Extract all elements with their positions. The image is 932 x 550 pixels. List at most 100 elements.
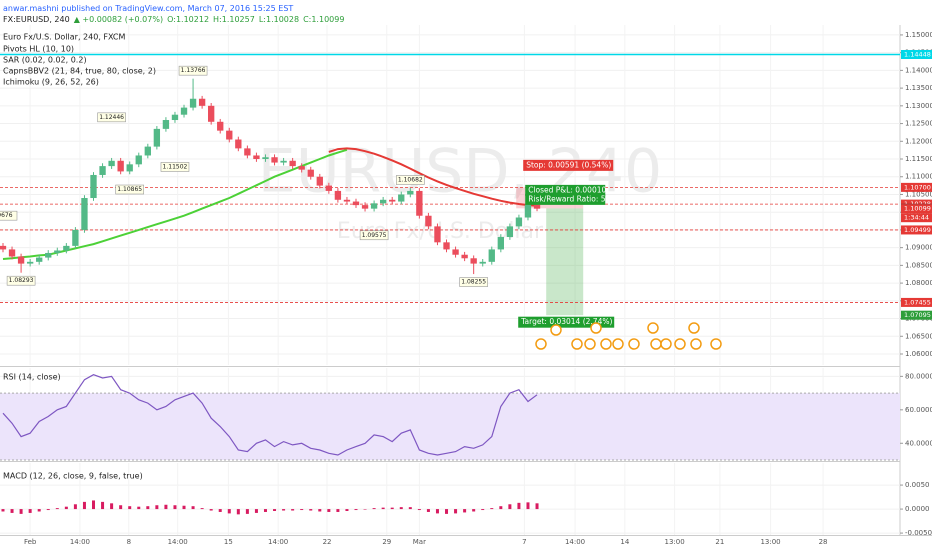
y-tick-label: 1.15000 [905, 31, 932, 39]
candle-body [63, 245, 70, 251]
candle-body [515, 217, 523, 227]
macd-bar [245, 509, 249, 514]
y-tick-label: 1.06000 [905, 350, 932, 358]
candle-body [452, 249, 459, 255]
y-tick-label: 1.10500 [905, 190, 932, 198]
pnl-label-box [525, 184, 606, 196]
ohlc-value: C:1.10099 [303, 15, 344, 24]
x-tick-label: 7 [522, 538, 526, 546]
pane-title: RSI (14, close) [3, 373, 61, 382]
price-tag-label: 1.10099 [904, 205, 931, 213]
candle-body [325, 185, 333, 191]
x-tick-label: 8 [127, 538, 131, 546]
plot-layer: 1.060001.065001.070001.075001.080001.085… [0, 25, 932, 546]
candle-body [524, 204, 532, 218]
y-tick-label: 1.08000 [905, 279, 932, 287]
candle-body [280, 160, 287, 163]
candle-body [533, 204, 541, 209]
candle-body [370, 203, 378, 209]
macd-bar [481, 509, 485, 511]
macd-bar [82, 501, 86, 510]
candle-body [316, 176, 323, 186]
candle-body [253, 155, 260, 160]
price-tag [901, 225, 932, 235]
x-tick-label: 28 [819, 538, 828, 546]
candle-body [398, 194, 405, 202]
y-tick-label: 1.12500 [905, 120, 932, 128]
candle-body [189, 98, 197, 108]
stop-label: Stop: 0.00591 (0.54%) [526, 160, 611, 169]
candle-body [443, 242, 450, 250]
macd-bar [426, 509, 430, 512]
x-tick-label: 14:00 [70, 538, 90, 546]
candle-body [45, 252, 52, 258]
event-icons [535, 322, 722, 350]
candle-body [8, 249, 16, 257]
pivot-label: 1.08293 [9, 277, 34, 284]
macd-bar [227, 509, 231, 514]
y-tick-label: 1.13000 [905, 102, 932, 110]
pivot-box [115, 184, 145, 195]
macd-bar [37, 509, 41, 512]
macd-bar [128, 506, 132, 510]
macd-bar [254, 509, 258, 513]
macd-bar [508, 504, 512, 510]
countdown: 1:34:44 [904, 214, 929, 222]
price-tag-label: 1.09499 [904, 226, 931, 234]
macd-bar [499, 506, 503, 510]
pivot-label: 09676 [0, 212, 13, 219]
study-label: Ichimoku (9, 26, 52, 26) [3, 78, 99, 87]
y-tick-label: 1.11500 [905, 155, 932, 163]
macd-bar [155, 505, 159, 510]
candle-body [26, 261, 34, 264]
macd-bar [526, 502, 530, 510]
y-tick-label: 1.13500 [905, 84, 932, 92]
symbol: FX:EURUSD, 240 [3, 15, 70, 24]
pivot-label: 1.09575 [362, 232, 387, 239]
macd-bar [408, 507, 412, 510]
price-tag [901, 310, 932, 320]
pivot-label: 1.13766 [181, 67, 206, 74]
macd-bar [318, 509, 322, 512]
pivot-label: 1.12446 [99, 114, 124, 121]
target-label-box [518, 316, 615, 328]
candle-body [470, 258, 477, 264]
macd-bar [182, 505, 186, 510]
y-tick-label: 1.09000 [905, 244, 932, 252]
macd-bar [146, 506, 150, 510]
candle-body [99, 166, 106, 175]
y-tick-label: 1.08500 [905, 261, 932, 269]
candle-body [235, 139, 242, 149]
candle-body [497, 237, 504, 250]
price-tag [901, 182, 932, 192]
macd-bar [345, 509, 349, 511]
macd-bar [119, 505, 123, 510]
y-tick-label: 80.0000 [905, 372, 932, 380]
ohlc-value: O:1.10212 [167, 15, 209, 24]
x-tick-label: 14:00 [268, 538, 288, 546]
published: anwar.mashni published on TradingView.co… [3, 4, 293, 13]
macd-bar [309, 509, 313, 511]
macd-bar [291, 509, 295, 511]
candle-body [54, 250, 61, 253]
pivot-box [160, 162, 190, 172]
macd-bar [164, 504, 168, 510]
candle-body [198, 98, 206, 106]
macd-bar [1, 509, 5, 512]
macd-bar [363, 509, 367, 510]
x-tick-label: 15 [224, 538, 233, 546]
x-tick-label: Mar [413, 538, 426, 546]
macd-bar [73, 504, 77, 510]
candle-body [171, 114, 179, 121]
x-tick-label: 14 [620, 538, 629, 546]
price-tag-label: 1.07455 [904, 298, 931, 306]
candle-body [379, 199, 387, 204]
macd-bar [381, 507, 385, 510]
macd-bar [28, 509, 32, 513]
candle-body [334, 190, 342, 200]
pane-title: MACD (12, 26, close, 9, false, true) [3, 472, 143, 481]
macd-bar [435, 509, 439, 514]
candle-body [144, 146, 151, 156]
published-line: anwar.mashni published on TradingView.co… [3, 4, 293, 13]
study-label: CapnsBBV2 (21, 84, true, 80, close, 2) [3, 67, 156, 76]
